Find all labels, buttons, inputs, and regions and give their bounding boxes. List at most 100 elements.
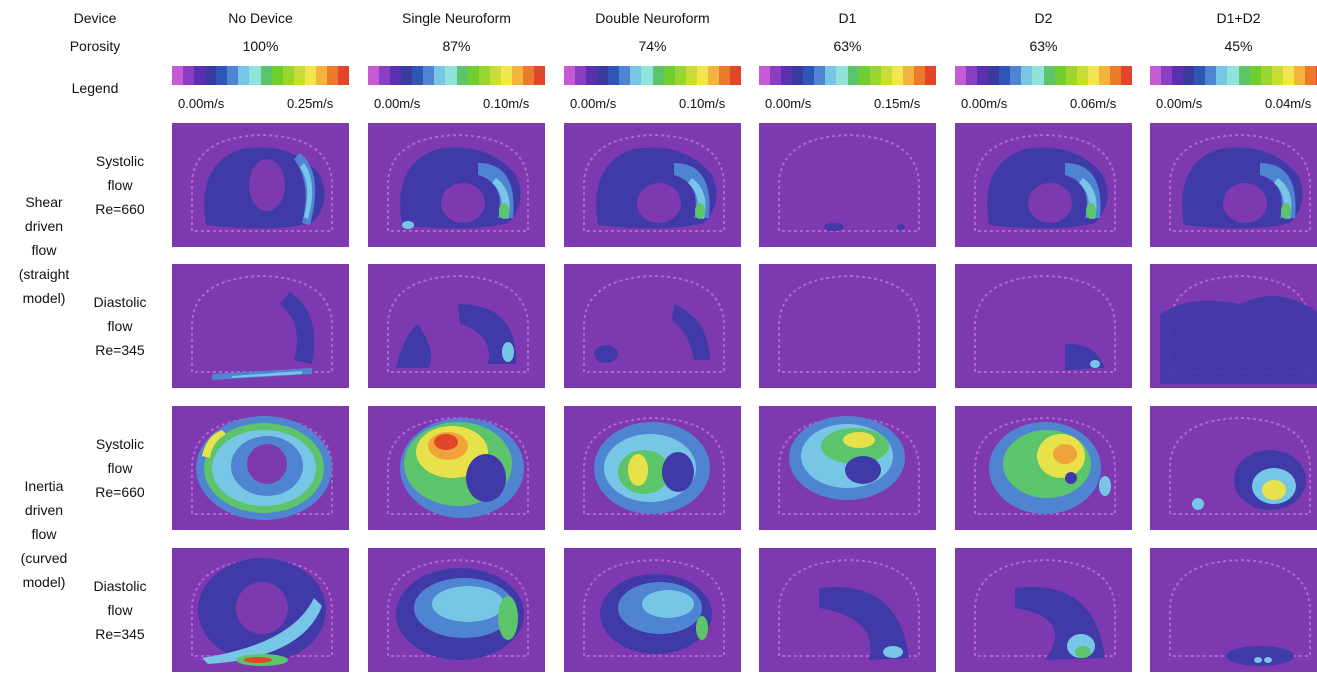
velocity-contour-plot xyxy=(583,416,725,515)
colorbar-swatch xyxy=(368,66,380,85)
colorbar-swatch xyxy=(913,66,925,85)
colorbar-swatch xyxy=(564,66,576,85)
colorbar-swatch xyxy=(977,66,989,85)
flow-group-line: Shear xyxy=(25,194,63,210)
colorbar-swatch xyxy=(194,66,206,85)
velocity-contour-cell xyxy=(1150,406,1317,530)
row-condition-label: Systolic flow Re=660 xyxy=(80,432,160,504)
colorbar-swatch xyxy=(434,66,446,85)
row-condition-line: flow xyxy=(107,318,133,334)
colorbar-swatch xyxy=(227,66,239,85)
colorbar-min-label: 0.00m/s xyxy=(765,96,812,111)
colorbar-max-label: 0.04m/s xyxy=(1265,96,1312,111)
velocity-contour-plot xyxy=(583,558,725,657)
velocity-contour-cell xyxy=(172,548,349,672)
velocity-colorbar xyxy=(172,66,349,85)
velocity-contour-cell xyxy=(564,264,741,388)
velocity-contour-plot xyxy=(191,274,333,380)
velocity-contour-cell xyxy=(172,406,349,530)
column-porosity-value: 87% xyxy=(442,38,471,54)
flow-group-line: driven xyxy=(24,502,64,518)
colorbar-swatch xyxy=(337,66,349,85)
colorbar-swatch xyxy=(1150,66,1162,85)
colorbar-swatch xyxy=(1216,66,1228,85)
velocity-colorbar xyxy=(1150,66,1317,85)
velocity-contour-cell xyxy=(759,548,936,672)
colorbar-swatch xyxy=(412,66,424,85)
colorbar-swatch xyxy=(814,66,826,85)
colorbar-swatch xyxy=(304,66,316,85)
column-porosity-value: 63% xyxy=(1029,38,1058,54)
colorbar-swatch xyxy=(847,66,859,85)
colorbar-swatch xyxy=(1260,66,1272,85)
row-condition-line: flow xyxy=(107,460,133,476)
flow-group-line: model) xyxy=(22,574,66,590)
flow-group-line: (straight xyxy=(18,266,70,282)
velocity-colorbar xyxy=(564,66,741,85)
colorbar-swatch xyxy=(825,66,837,85)
colorbar-min-label: 0.00m/s xyxy=(570,96,617,111)
velocity-contour-cell xyxy=(759,123,936,247)
flow-group-line: driven xyxy=(24,218,64,234)
column-porosity-value: 45% xyxy=(1224,38,1253,54)
row-condition-line: flow xyxy=(107,602,133,618)
column-porosity-value: 100% xyxy=(242,38,279,54)
colorbar-swatch xyxy=(597,66,609,85)
colorbar-swatch xyxy=(1043,66,1055,85)
colorbar-swatch xyxy=(575,66,587,85)
colorbar-swatch xyxy=(869,66,881,85)
colorbar-swatch xyxy=(1249,66,1261,85)
velocity-contour-plot xyxy=(974,133,1116,232)
colorbar-swatch xyxy=(1032,66,1044,85)
colorbar-swatch xyxy=(1315,66,1317,85)
colorbar-swatch xyxy=(891,66,903,85)
velocity-contour-cell xyxy=(955,548,1132,672)
velocity-contour-plot xyxy=(974,558,1116,660)
velocity-contour-cell xyxy=(1150,123,1317,247)
colorbar-swatch xyxy=(1120,66,1132,85)
colorbar-swatch xyxy=(1161,66,1173,85)
colorbar-min-label: 0.00m/s xyxy=(1156,96,1203,111)
colorbar-swatch xyxy=(586,66,598,85)
velocity-contour-plot xyxy=(387,274,529,373)
colorbar-swatch xyxy=(1021,66,1033,85)
velocity-contour-plot xyxy=(974,274,1116,373)
colorbar-swatch xyxy=(803,66,815,85)
colorbar-swatch xyxy=(326,66,338,85)
colorbar-swatch xyxy=(1087,66,1099,85)
colorbar-swatch xyxy=(880,66,892,85)
colorbar-swatch xyxy=(390,66,402,85)
column-device-label: No Device xyxy=(228,10,293,26)
colorbar-swatch xyxy=(630,66,642,85)
colorbar-swatch xyxy=(1054,66,1066,85)
colorbar-swatch xyxy=(271,66,283,85)
colorbar-swatch xyxy=(685,66,697,85)
colorbar-swatch xyxy=(652,66,664,85)
colorbar-swatch xyxy=(1065,66,1077,85)
colorbar-swatch xyxy=(707,66,719,85)
row-condition-line: Re=345 xyxy=(95,342,145,358)
velocity-contour-cell xyxy=(368,123,545,247)
colorbar-swatch xyxy=(423,66,435,85)
velocity-contour-plot xyxy=(1169,558,1311,666)
colorbar-swatch xyxy=(1183,66,1195,85)
colorbar-max-label: 0.25m/s xyxy=(287,96,334,111)
colorbar-swatch xyxy=(282,66,294,85)
column-porosity-value: 63% xyxy=(833,38,862,54)
velocity-contour-cell xyxy=(1150,264,1317,388)
velocity-contour-cell xyxy=(564,406,741,530)
velocity-contour-plot xyxy=(583,274,725,373)
colorbar-swatch xyxy=(379,66,391,85)
colorbar-swatch xyxy=(1271,66,1283,85)
velocity-contour-plot xyxy=(778,416,920,515)
flow-group-line: flow xyxy=(31,242,57,258)
colorbar-swatch xyxy=(999,66,1011,85)
colorbar-swatch xyxy=(1293,66,1305,85)
colorbar-swatch xyxy=(1010,66,1022,85)
colorbar-swatch xyxy=(467,66,479,85)
colorbar-max-label: 0.10m/s xyxy=(483,96,530,111)
colorbar-swatch xyxy=(1205,66,1217,85)
velocity-contour-cell xyxy=(955,406,1132,530)
colorbar-swatch xyxy=(792,66,804,85)
column-porosity-value: 74% xyxy=(638,38,667,54)
